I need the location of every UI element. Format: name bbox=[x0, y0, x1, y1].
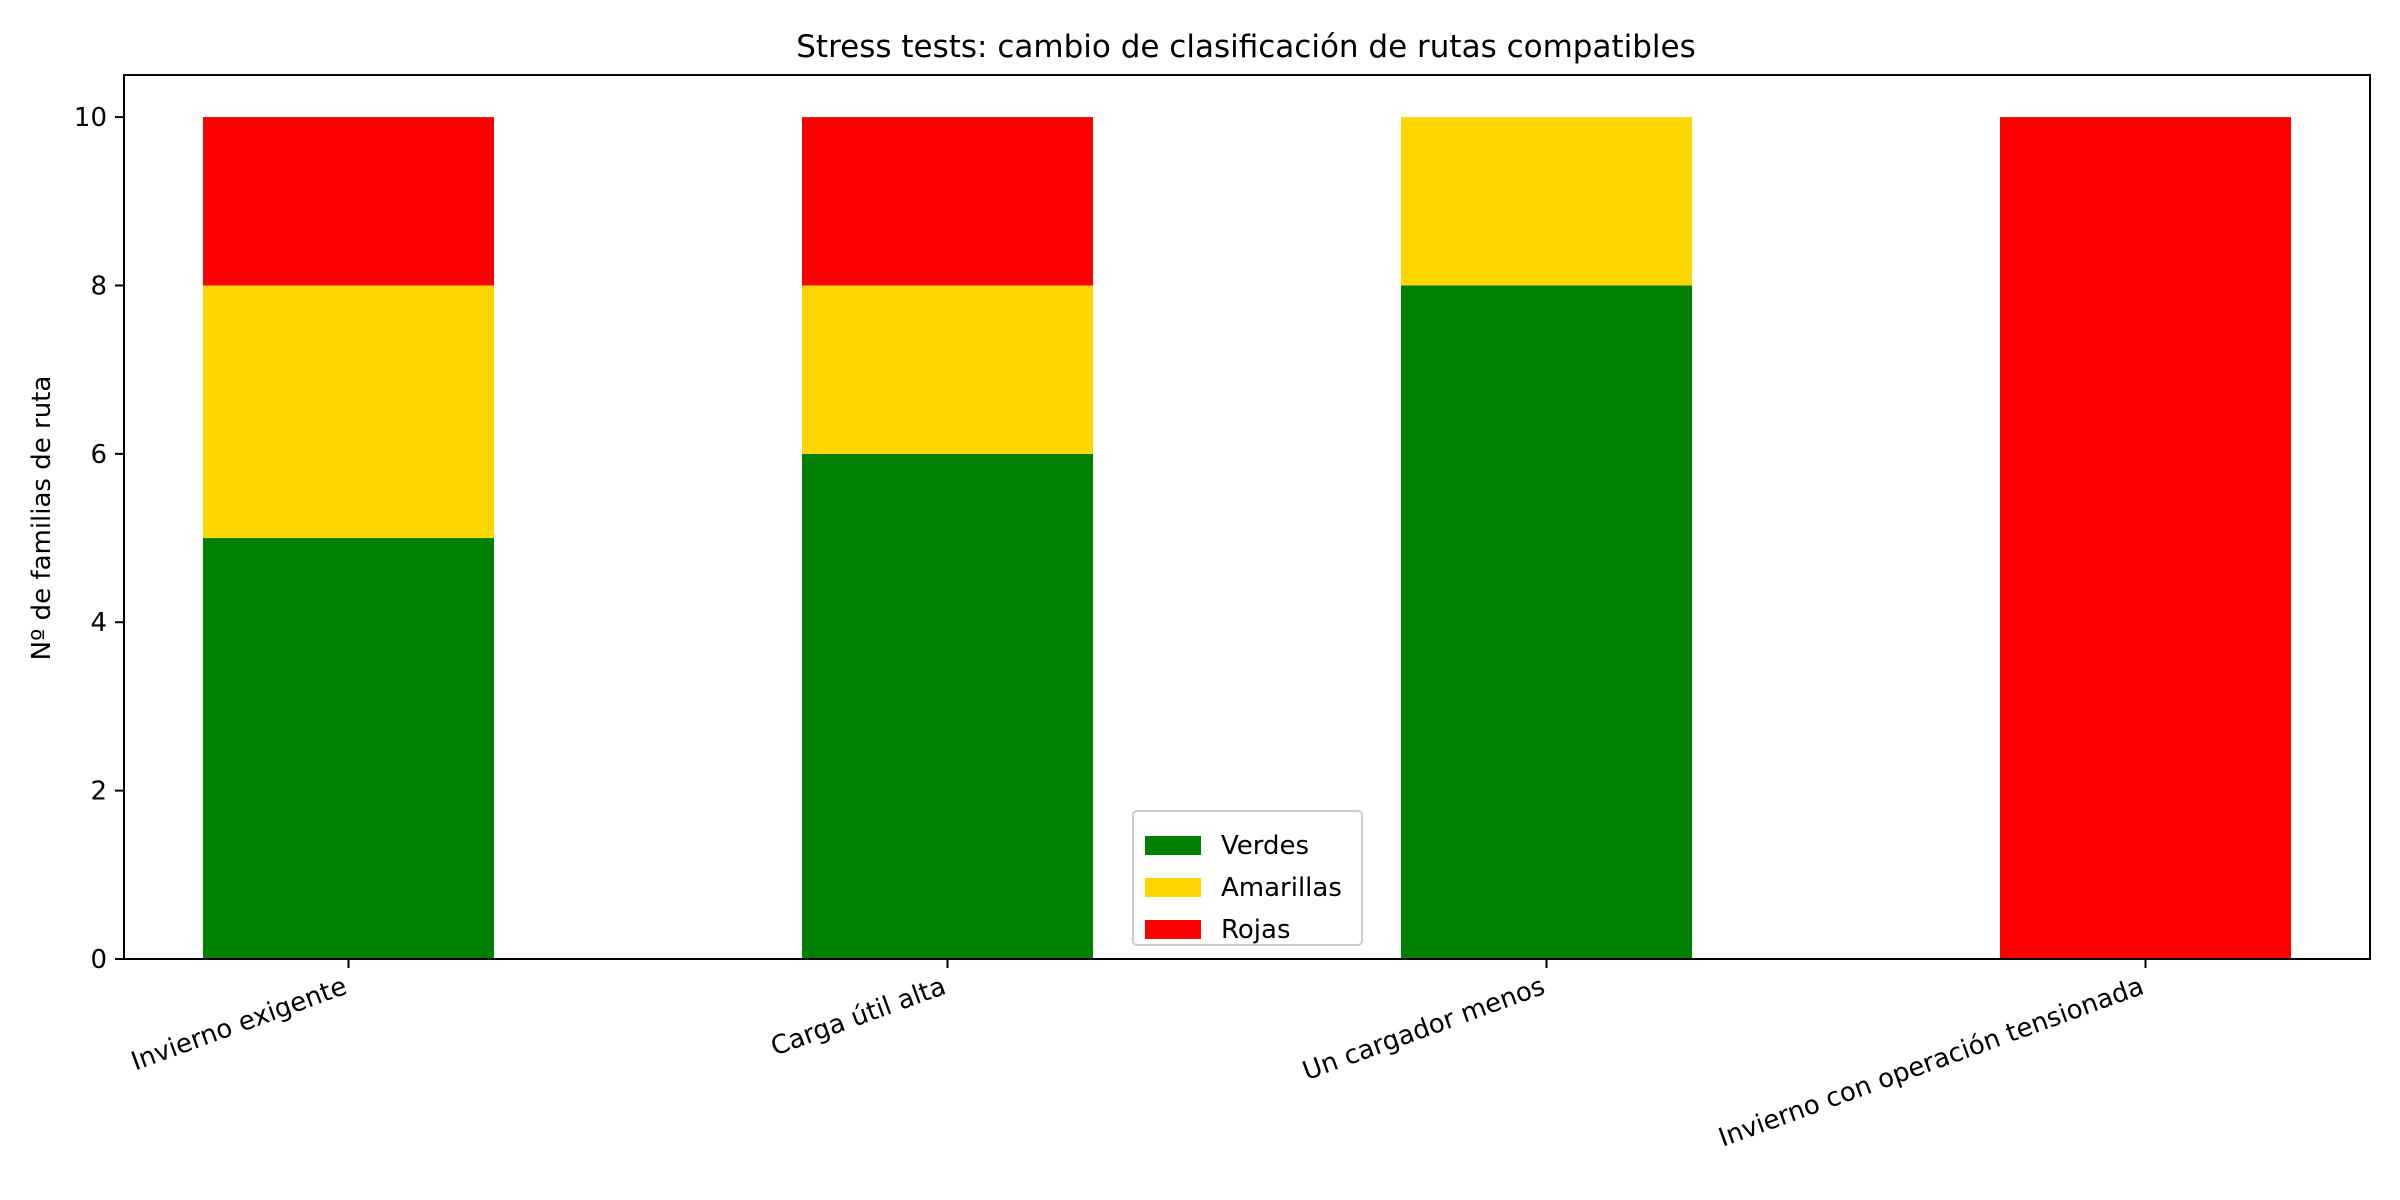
legend-label-amarillas: Amarillas bbox=[1221, 873, 1342, 903]
y-tick-label: 2 bbox=[90, 777, 107, 807]
legend-label-verdes: Verdes bbox=[1221, 831, 1309, 861]
bar-verdes-1 bbox=[802, 453, 1093, 959]
y-tick-label: 10 bbox=[74, 103, 107, 133]
bar-verdes-2 bbox=[1401, 285, 1692, 959]
y-tick-label: 6 bbox=[90, 440, 107, 470]
bar-rojas-1 bbox=[802, 117, 1093, 286]
bar-rojas-0 bbox=[203, 117, 494, 286]
legend-swatch-rojas bbox=[1145, 920, 1201, 939]
legend: Verdes Amarillas Rojas bbox=[1132, 810, 1363, 946]
plot-frame bbox=[123, 74, 2371, 960]
y-tick-label: 8 bbox=[90, 271, 107, 301]
bar-amarillas-0 bbox=[203, 285, 494, 539]
y-axis-label: Nº de familias de ruta bbox=[27, 376, 57, 661]
legend-swatch-amarillas bbox=[1145, 878, 1201, 897]
bar-verdes-0 bbox=[203, 538, 494, 959]
y-tick-label: 4 bbox=[90, 608, 107, 638]
chart-title: Stress tests: cambio de clasificación de… bbox=[796, 29, 1695, 65]
bars-group bbox=[203, 117, 2291, 960]
bar-rojas-3 bbox=[2000, 117, 2291, 960]
bar-amarillas-1 bbox=[802, 285, 1093, 454]
legend-label-rojas: Rojas bbox=[1221, 915, 1291, 945]
bar-amarillas-2 bbox=[1401, 117, 1692, 286]
y-axis-ticks: 0 2 4 6 8 10 bbox=[74, 103, 124, 975]
legend-swatch-verdes bbox=[1145, 836, 1201, 855]
y-tick-label: 0 bbox=[90, 945, 107, 975]
